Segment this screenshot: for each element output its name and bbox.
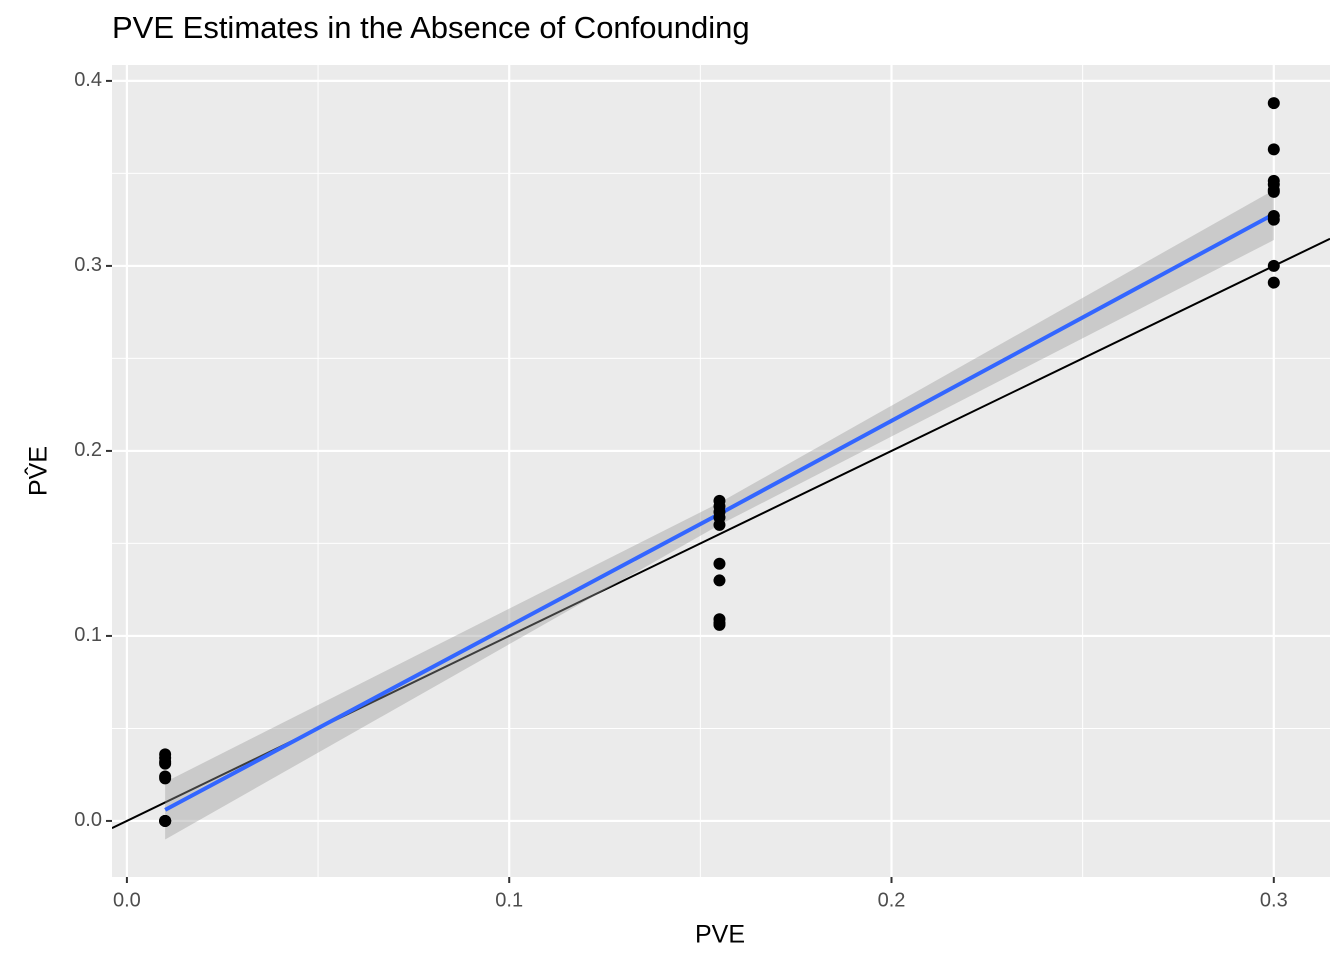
point	[713, 618, 726, 631]
point	[1267, 276, 1280, 289]
point	[1267, 213, 1280, 226]
point	[159, 757, 172, 770]
y-tick-label: 0.2	[74, 439, 102, 461]
x-tick-label: 0.3	[1260, 889, 1288, 911]
point	[159, 772, 172, 785]
panel-background	[112, 65, 1330, 877]
y-axis-title: PV̂E	[23, 446, 52, 496]
chart-title: PVE Estimates in the Absence of Confound…	[112, 10, 750, 45]
point	[713, 574, 726, 587]
y-tick-label: 0.3	[74, 254, 102, 276]
point	[1267, 143, 1280, 156]
x-tick-label: 0.0	[113, 889, 141, 911]
point	[713, 518, 726, 531]
point	[1267, 259, 1280, 272]
point	[1267, 97, 1280, 110]
x-axis-title: PVE	[695, 921, 745, 949]
point	[1267, 185, 1280, 198]
point	[159, 814, 172, 827]
y-tick-label: 0.4	[74, 69, 102, 91]
y-tick-label: 0.1	[74, 624, 102, 646]
plot-area	[112, 97, 1330, 840]
x-tick-label: 0.2	[878, 889, 906, 911]
x-tick-label: 0.1	[495, 889, 523, 911]
point	[713, 557, 726, 570]
y-tick-label: 0.0	[74, 809, 102, 831]
